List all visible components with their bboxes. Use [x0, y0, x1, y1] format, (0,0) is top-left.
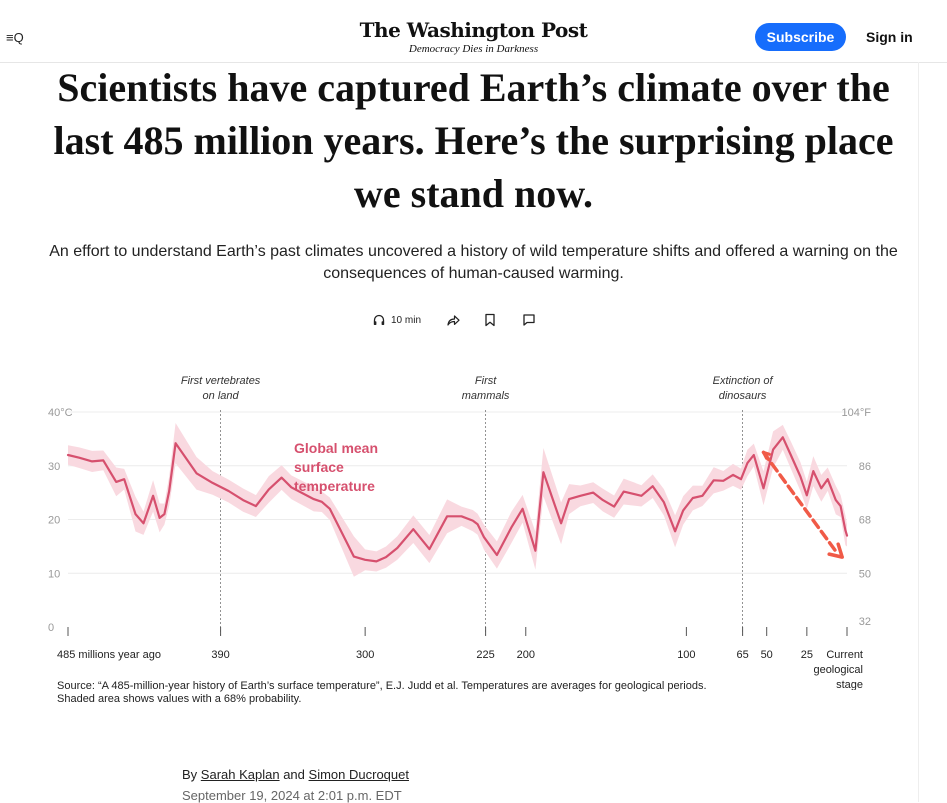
bookmark-button[interactable]: [484, 313, 496, 327]
x-tick-label: stage: [836, 679, 863, 690]
y-tick-label-celsius: 10: [48, 568, 60, 580]
menu-search-button[interactable]: ≡Q: [6, 30, 24, 45]
annotation-label: dinosaurs: [719, 390, 767, 402]
page-edge-rule: [918, 62, 919, 802]
x-tick-label: 50: [761, 649, 773, 661]
annotation-label: on land: [203, 390, 240, 402]
listen-button[interactable]: 10 min: [372, 313, 421, 327]
y-tick-label-celsius: 40°C: [48, 407, 73, 419]
byline-and: and: [283, 767, 305, 782]
site-logo[interactable]: The Washington Post Democracy Dies in Da…: [0, 18, 947, 55]
share-icon: [447, 315, 460, 326]
article-headline: Scientists have captured Earth’s climate…: [53, 65, 894, 216]
read-time: 10 min: [391, 314, 422, 326]
trend-arrow-shaft: [761, 450, 839, 555]
author-link-sarah-kaplan[interactable]: Sarah Kaplan: [200, 767, 280, 782]
sign-in-link[interactable]: Sign in: [866, 29, 913, 45]
temperature-line: [66, 436, 849, 563]
x-tick-label: 485 millions year ago: [57, 649, 161, 661]
publish-date: September 19, 2024 at 2:01 p.m. EDT: [182, 788, 402, 803]
chart-annotations: First vertebrates on land First mammals Exti…: [181, 375, 774, 635]
series-label-line: temperature: [294, 478, 375, 494]
comments-button[interactable]: [522, 313, 536, 327]
x-tick-label: Current: [826, 649, 863, 661]
author-link-simon-ducroquet[interactable]: Simon Ducroquet: [308, 767, 409, 782]
x-tick-label: 225: [476, 649, 494, 661]
x-tick-label: 200: [517, 649, 535, 661]
byline-prefix: By: [182, 767, 198, 782]
series-label-line: Global mean: [294, 440, 378, 456]
confidence-band: [68, 423, 847, 577]
x-tick-label: 100: [677, 649, 695, 661]
top-navigation-bar: ≡Q The Washington Post Democracy Dies in…: [0, 0, 947, 63]
y-tick-label-celsius: 30: [48, 461, 60, 473]
bookmark-icon: [485, 313, 495, 327]
annotation-label: Extinction of: [713, 375, 774, 387]
x-tick-label: 25: [801, 649, 813, 661]
annotation-label: First: [475, 375, 497, 387]
y-tick-label-fahrenheit: 68: [859, 515, 871, 527]
chart-axes: 0 32 10 50 20 68 30 86 40°C 104°F 485 millions yea…: [48, 407, 871, 690]
logo-title: The Washington Post: [359, 18, 588, 42]
article-byline: By Sarah Kaplan and Simon Ducroquet: [182, 767, 409, 782]
subscribe-button[interactable]: Subscribe: [755, 23, 846, 51]
temperature-chart: First vertebrates on land First mammals Exti…: [48, 375, 871, 690]
y-tick-label-celsius: 20: [48, 515, 60, 527]
y-tick-label-fahrenheit: 32: [859, 616, 871, 628]
x-tick-label: 65: [736, 649, 748, 661]
trend-arrow-tail: [761, 450, 771, 460]
y-tick-label-fahrenheit: 86: [859, 461, 871, 473]
annotation-label: First vertebrates: [181, 375, 261, 387]
article-actions: 10 min: [372, 310, 536, 330]
share-button[interactable]: [446, 313, 460, 327]
trend-arrow-head: [827, 542, 844, 559]
trend-arrow: [761, 450, 844, 559]
y-tick-label-celsius: 0: [48, 622, 54, 634]
y-tick-label-fahrenheit: 104°F: [842, 407, 872, 419]
annotation-label: mammals: [462, 390, 510, 402]
series-label-line: surface: [294, 459, 344, 475]
logo-tagline: Democracy Dies in Darkness: [408, 43, 539, 55]
comment-icon: [523, 314, 535, 326]
x-tick-label: geological: [813, 664, 863, 676]
x-tick-label: 390: [211, 649, 229, 661]
y-tick-label-fahrenheit: 50: [859, 568, 871, 580]
x-tick-label: 300: [356, 649, 374, 661]
article-dek: An effort to understand Earth’s past cli…: [49, 243, 898, 282]
series-label: Global mean surface temperature: [294, 440, 378, 494]
headphones-icon: [373, 314, 385, 325]
chart-source-note: Source: “A 485-million-year history of E…: [57, 680, 707, 705]
chart-gridlines: [68, 411, 847, 574]
